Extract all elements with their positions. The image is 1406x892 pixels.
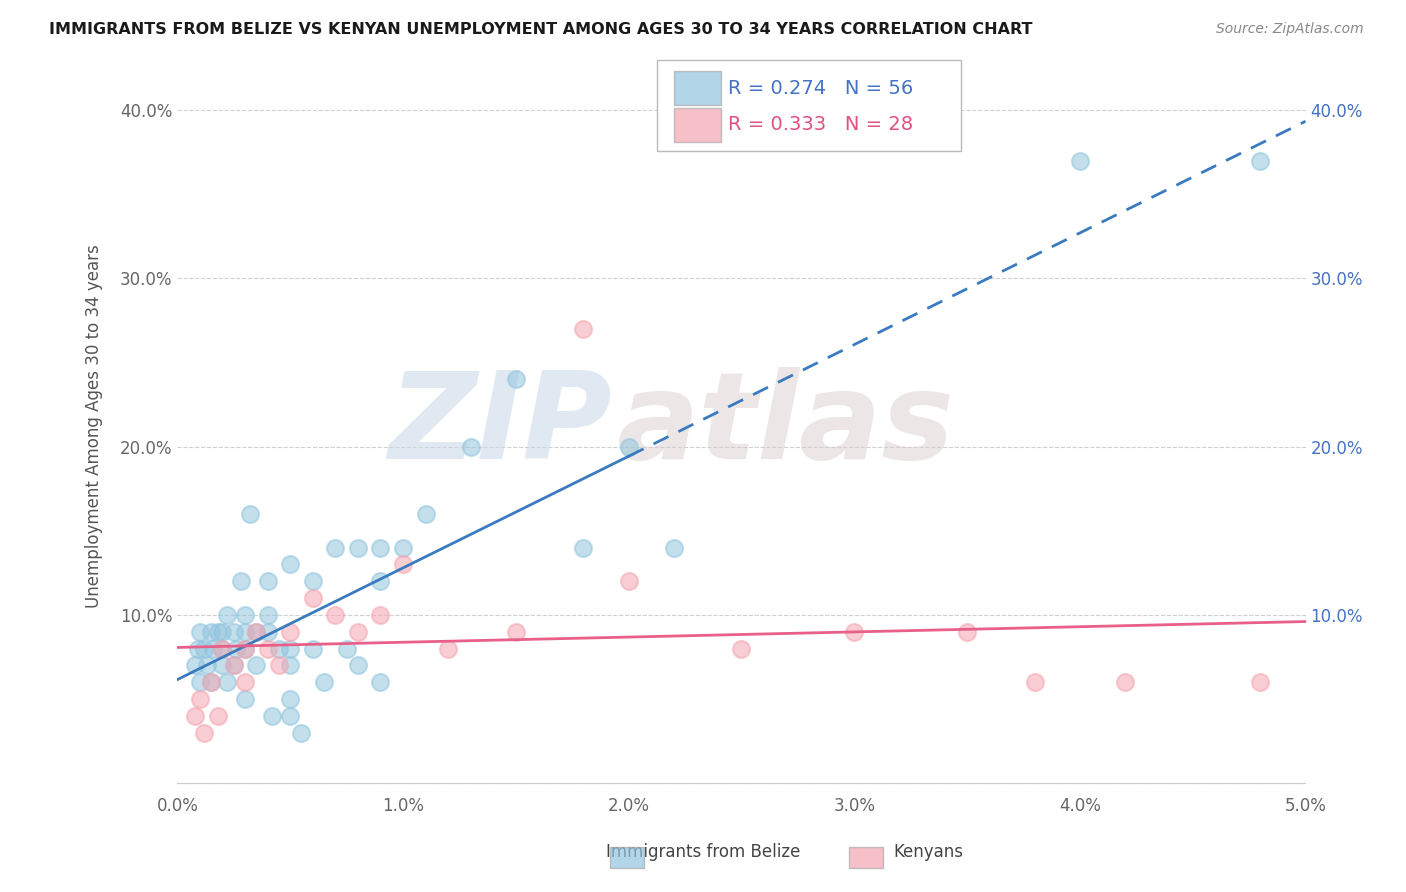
Point — [844, 624, 866, 639]
Text: ZIP: ZIP — [388, 368, 612, 484]
FancyBboxPatch shape — [673, 71, 721, 105]
Point — [233, 641, 256, 656]
Point — [188, 675, 211, 690]
Point — [233, 675, 256, 690]
Point — [278, 658, 301, 673]
Point — [347, 624, 370, 639]
Point — [278, 641, 301, 656]
Point — [437, 641, 460, 656]
Point — [370, 607, 392, 622]
Point — [415, 507, 437, 521]
Point — [335, 641, 357, 656]
Y-axis label: Unemployment Among Ages 30 to 34 years: Unemployment Among Ages 30 to 34 years — [86, 244, 103, 607]
Point — [256, 607, 278, 622]
Point — [662, 541, 685, 555]
Point — [222, 658, 245, 673]
Point — [233, 641, 256, 656]
Point — [301, 641, 323, 656]
Point — [323, 541, 346, 555]
Point — [222, 658, 245, 673]
Point — [392, 558, 415, 572]
Point — [245, 624, 267, 639]
Point — [460, 440, 482, 454]
Point — [200, 675, 222, 690]
Point — [207, 624, 229, 639]
Point — [1249, 675, 1271, 690]
Point — [211, 624, 233, 639]
Point — [267, 658, 290, 673]
Point — [233, 692, 256, 706]
Point — [278, 692, 301, 706]
Point — [347, 541, 370, 555]
Point — [370, 541, 392, 555]
Point — [207, 709, 229, 723]
Point — [193, 641, 215, 656]
Point — [505, 372, 527, 386]
Point — [301, 591, 323, 606]
Point — [572, 322, 595, 336]
Point — [233, 624, 256, 639]
Point — [290, 726, 312, 740]
FancyBboxPatch shape — [657, 60, 962, 151]
Point — [301, 574, 323, 589]
Point — [222, 624, 245, 639]
Point — [278, 709, 301, 723]
Point — [200, 624, 222, 639]
Point — [225, 641, 247, 656]
Point — [200, 675, 222, 690]
Point — [572, 541, 595, 555]
Point — [347, 658, 370, 673]
Point — [215, 675, 238, 690]
Point — [187, 641, 209, 656]
Text: Immigrants from Belize: Immigrants from Belize — [606, 843, 800, 861]
Point — [505, 624, 527, 639]
Text: IMMIGRANTS FROM BELIZE VS KENYAN UNEMPLOYMENT AMONG AGES 30 TO 34 YEARS CORRELAT: IMMIGRANTS FROM BELIZE VS KENYAN UNEMPLO… — [49, 22, 1033, 37]
Point — [617, 440, 640, 454]
Point — [370, 574, 392, 589]
Point — [245, 658, 267, 673]
Point — [956, 624, 979, 639]
Point — [211, 641, 233, 656]
Point — [238, 507, 260, 521]
Point — [262, 709, 284, 723]
Point — [730, 641, 752, 656]
Point — [312, 675, 335, 690]
Point — [278, 558, 301, 572]
FancyBboxPatch shape — [673, 108, 721, 142]
Point — [215, 607, 238, 622]
Point — [278, 624, 301, 639]
Text: atlas: atlas — [617, 368, 956, 484]
Point — [184, 709, 207, 723]
Point — [211, 658, 233, 673]
Point — [202, 641, 225, 656]
Point — [256, 624, 278, 639]
Point — [370, 675, 392, 690]
Point — [267, 641, 290, 656]
Point — [256, 574, 278, 589]
Point — [195, 658, 218, 673]
Point — [1249, 153, 1271, 168]
Point — [1024, 675, 1046, 690]
Text: R = 0.274   N = 56: R = 0.274 N = 56 — [728, 78, 912, 97]
Text: R = 0.333   N = 28: R = 0.333 N = 28 — [728, 115, 912, 135]
Point — [245, 624, 267, 639]
Point — [256, 641, 278, 656]
Point — [184, 658, 207, 673]
Point — [1069, 153, 1091, 168]
Point — [323, 607, 346, 622]
Point — [188, 692, 211, 706]
Point — [188, 624, 211, 639]
Point — [392, 541, 415, 555]
Text: Source: ZipAtlas.com: Source: ZipAtlas.com — [1216, 22, 1364, 37]
Point — [617, 574, 640, 589]
Point — [229, 574, 252, 589]
Point — [193, 726, 215, 740]
Point — [1114, 675, 1136, 690]
Text: Kenyans: Kenyans — [893, 843, 963, 861]
Point — [211, 641, 233, 656]
Point — [233, 607, 256, 622]
